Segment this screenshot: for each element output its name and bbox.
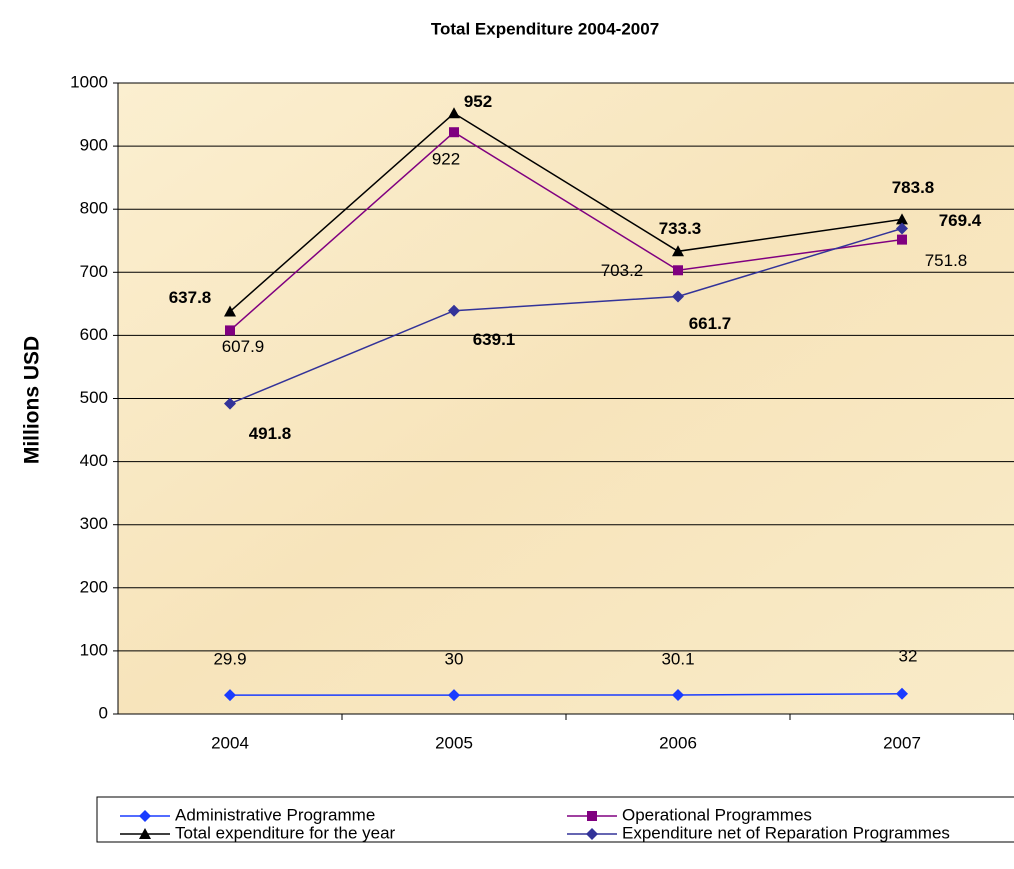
marker <box>448 689 460 702</box>
marker <box>896 222 908 235</box>
data-label: 29.9 <box>213 650 246 669</box>
data-label: 30 <box>445 650 464 669</box>
y-tick-label: 900 <box>80 136 108 155</box>
x-tick-label: 2004 <box>211 733 249 752</box>
x-tick-label: 2005 <box>435 733 473 752</box>
y-tick-label: 700 <box>80 262 108 281</box>
data-label: 751.8 <box>925 251 968 270</box>
legend-label: Total expenditure for the year <box>175 823 396 842</box>
marker <box>587 811 597 821</box>
marker <box>448 107 460 119</box>
marker <box>586 828 598 840</box>
marker <box>139 810 151 822</box>
marker <box>672 689 684 702</box>
marker <box>225 325 235 336</box>
data-label: 733.3 <box>659 219 702 238</box>
y-tick-label: 600 <box>80 325 108 344</box>
marker <box>897 234 907 245</box>
x-tick-label: 2006 <box>659 733 697 752</box>
data-label: 639.1 <box>473 330 516 349</box>
y-tick-label: 1000 <box>70 72 108 91</box>
legend-label: Operational Programmes <box>622 805 812 824</box>
series-line <box>229 693 903 696</box>
marker <box>672 245 684 257</box>
chart-title: Total Expenditure 2004-2007 <box>431 19 659 38</box>
legend-label: Administrative Programme <box>175 805 375 824</box>
y-tick-label: 0 <box>99 703 108 722</box>
marker <box>448 304 460 317</box>
marker <box>896 687 908 700</box>
data-label: 491.8 <box>249 424 292 443</box>
marker <box>139 828 151 839</box>
data-label: 952 <box>464 92 492 111</box>
x-tick-label: 2007 <box>883 733 921 752</box>
marker <box>224 305 236 317</box>
data-label: 32 <box>899 646 918 665</box>
y-axis-label: Millions USD <box>21 336 44 464</box>
legend-label: Expenditure net of Reparation Programmes <box>622 823 950 842</box>
y-tick-label: 800 <box>80 199 108 218</box>
data-label: 922 <box>432 150 460 169</box>
data-label: 769.4 <box>939 211 982 230</box>
legend <box>96 796 1014 843</box>
y-tick-label: 200 <box>80 577 108 596</box>
data-label: 661.7 <box>689 314 732 333</box>
data-label: 607.9 <box>222 337 265 356</box>
marker <box>673 265 683 276</box>
series-line <box>229 112 903 313</box>
data-label: 637.8 <box>169 288 212 307</box>
y-tick-label: 400 <box>80 451 108 470</box>
y-tick-label: 300 <box>80 514 108 533</box>
data-label: 703.2 <box>601 261 644 280</box>
marker <box>449 127 459 138</box>
marker <box>224 397 236 410</box>
series-line <box>229 227 903 405</box>
series-line <box>229 131 903 331</box>
marker <box>224 689 236 702</box>
y-tick-label: 500 <box>80 388 108 407</box>
y-tick-label: 100 <box>80 640 108 659</box>
data-label: 30.1 <box>661 649 694 668</box>
marker <box>896 213 908 225</box>
marker <box>672 290 684 303</box>
data-label: 783.8 <box>892 178 935 197</box>
